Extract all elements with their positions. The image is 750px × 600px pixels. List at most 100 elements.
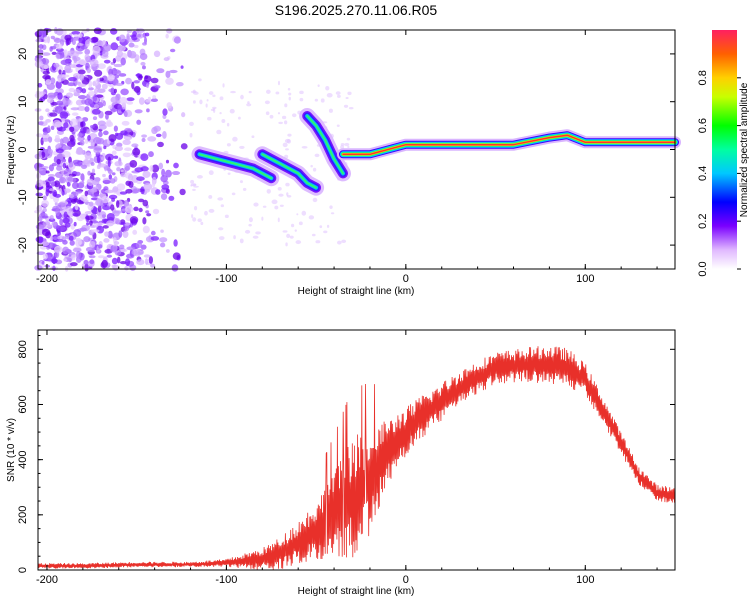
noise-blob [287,87,291,91]
noise-blob [45,170,50,174]
noise-blob [212,94,216,98]
noise-blob [50,35,55,40]
noise-blob [37,49,44,55]
noise-blob [76,43,84,47]
noise-blob [142,225,150,234]
noise-blob [221,119,226,124]
noise-blob [269,114,274,119]
noise-blob [328,108,333,113]
noise-blob [107,169,113,175]
noise-blob [216,129,222,135]
noise-blob [47,97,54,104]
y-tick-label: 10 [17,96,29,108]
noise-blob [84,211,93,215]
noise-blob [162,130,167,139]
noise-blob [116,256,121,264]
noise-blob [101,83,108,90]
noise-blob [105,121,114,128]
noise-blob [266,188,271,194]
noise-blob [77,69,86,75]
noise-blob [105,113,109,120]
noise-blob [108,134,117,142]
noise-blob [151,180,156,188]
noise-blob [148,256,154,264]
noise-blob [120,130,128,136]
noise-blob [132,147,141,156]
noise-blob [83,236,91,243]
noise-blob [73,221,77,227]
noise-blob [329,205,333,210]
noise-blob [198,78,202,82]
noise-blob [104,231,110,237]
noise-blob [94,69,103,77]
noise-blob [42,70,50,75]
noise-blob [106,254,113,258]
noise-blob [242,187,247,191]
noise-blob [140,166,149,172]
x-tick-label: -100 [215,574,237,586]
noise-blob [66,92,74,98]
noise-blob [150,98,158,102]
noise-blob [66,181,71,187]
noise-blob [69,134,75,142]
noise-blob [227,172,231,175]
noise-blob [110,96,119,104]
noise-blob [193,205,198,211]
noise-blob [107,160,111,167]
noise-blob [120,169,124,173]
noise-blob [340,145,345,150]
noise-blob [64,119,71,123]
noise-blob [143,182,153,191]
noise-blob [73,192,79,197]
noise-blob [118,34,126,43]
noise-blob [106,212,115,221]
noise-blob [93,27,102,35]
noise-blob [255,231,261,235]
noise-blob [37,121,44,126]
noise-blob [152,95,157,99]
noise-blob [132,188,139,194]
noise-blob [62,246,70,255]
noise-blob [308,215,315,220]
noise-blob [42,131,48,136]
noise-blob [180,143,188,150]
noise-blob [102,43,112,52]
noise-blob [310,164,313,168]
noise-blob [84,48,91,55]
noise-blob [81,117,89,122]
noise-blob [265,111,270,116]
noise-blob [147,136,157,142]
noise-blob [85,215,94,220]
noise-blob [175,81,184,87]
noise-blob [47,136,53,143]
noise-blob [248,223,252,227]
noise-blob [115,55,122,62]
noise-blob [207,116,212,121]
colorbar: 0.0 0.2 0.4 0.6 0.8 Normalized spectral ampl… [697,30,750,277]
noise-blob [126,101,134,105]
noise-blob [294,229,297,232]
noise-blob [42,253,48,260]
noise-blob [125,77,132,85]
y-tick-label: 400 [17,450,29,468]
noise-blob [109,178,116,184]
noise-blob [74,190,83,194]
noise-blob [208,170,214,176]
noise-blob [60,138,64,146]
noise-blob [88,255,96,259]
noise-blob [93,94,98,102]
noise-blob [151,126,158,135]
noise-blob [298,221,303,226]
noise-blob [319,225,323,229]
noise-blob [138,97,145,105]
noise-blob [42,207,47,213]
noise-blob [41,52,51,56]
noise-blob [208,91,214,95]
noise-blob [41,241,50,247]
noise-blob [160,193,168,201]
noise-blob [77,132,83,138]
noise-blob [47,148,54,155]
noise-blob [35,168,44,172]
noise-blob [151,164,160,173]
noise-blob [69,262,78,267]
